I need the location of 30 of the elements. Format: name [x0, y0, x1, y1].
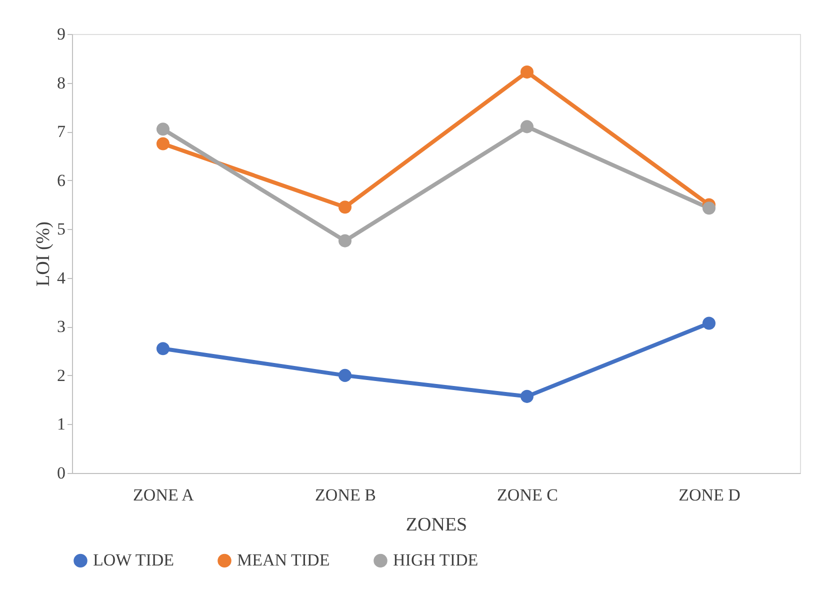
point: [520, 390, 534, 403]
point: [338, 234, 352, 248]
y-tick-label: 0: [57, 464, 66, 482]
point: [338, 200, 352, 214]
y-tick-label: 5: [57, 220, 66, 239]
x-tick-label: ZONE D: [678, 486, 740, 504]
y-tick-label: 2: [57, 366, 66, 385]
x-tick-label: ZONE C: [497, 486, 558, 504]
x-tick-label: ZONE B: [315, 486, 376, 504]
x-axis-title: ZONES: [406, 514, 468, 536]
point: [520, 120, 534, 134]
y-tick-label: 1: [57, 414, 66, 434]
point: [156, 342, 170, 356]
point: [702, 316, 716, 330]
point: [520, 66, 534, 79]
y-tick-label: 9: [57, 24, 66, 44]
y-tick-label: 4: [57, 268, 66, 288]
y-tick-label: 8: [57, 73, 66, 92]
point: [338, 368, 352, 382]
legend-label: HIGH TIDE: [393, 550, 478, 570]
legend-label: LOW TIDE: [93, 550, 174, 570]
point: [156, 137, 170, 150]
point: [702, 202, 716, 215]
y-tick-label: 7: [57, 122, 66, 142]
y-tick-label: 3: [57, 317, 66, 336]
y-tick-label: 6: [57, 170, 66, 190]
y-axis-title: LOI (%): [33, 222, 54, 286]
x-tick-label: ZONE A: [133, 486, 195, 504]
point: [156, 122, 170, 136]
legend-label: MEAN TIDE: [237, 550, 330, 570]
